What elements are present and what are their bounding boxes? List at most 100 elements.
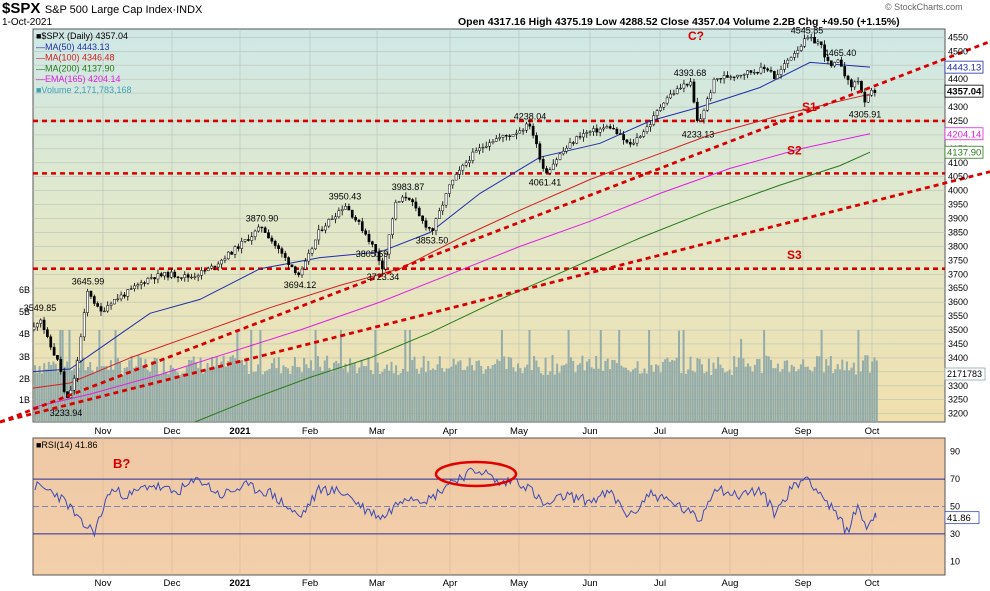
price-candle-body: [213, 265, 217, 268]
price-candle-body: [374, 244, 378, 253]
rsi-title: ■RSI(14) 41.86: [36, 440, 97, 450]
ma200-line: [194, 151, 871, 422]
price-candle-body: [290, 264, 294, 268]
price-candle-body: [267, 232, 270, 239]
volume-bar: [827, 365, 830, 422]
price-candle-body: [387, 234, 391, 255]
volume-bar: [726, 371, 729, 422]
volume-bar: [565, 363, 568, 422]
volume-bar: [399, 373, 402, 422]
volume-bar: [310, 360, 312, 422]
volume-bar: [222, 355, 225, 422]
volume-bar: [158, 374, 161, 422]
volume-bar: [563, 365, 565, 422]
price-candle-body: [116, 298, 120, 300]
price-candle-body: [42, 319, 46, 330]
price-candle-body: [149, 277, 153, 279]
volume-bar: [121, 374, 124, 422]
volume-bar: [530, 370, 533, 422]
price-candle-body: [863, 91, 867, 103]
volume-bar: [813, 366, 816, 422]
volume-bar: [503, 356, 506, 422]
volume-bar: [153, 357, 156, 422]
price-candle-body: [572, 142, 575, 144]
price-candle-body: [183, 274, 187, 278]
volume-bar: [611, 359, 614, 422]
volume-bar: [360, 359, 363, 422]
price-candle-body: [233, 246, 237, 255]
price-candle-body: [196, 275, 200, 278]
volume-bar: [767, 356, 770, 422]
price-candle-body: [625, 139, 629, 143]
volume-bar: [862, 360, 864, 422]
volume-bar: [356, 373, 358, 422]
price-candle-body: [354, 217, 357, 221]
price-x-label: Dec: [164, 426, 181, 437]
volume-bar: [487, 365, 490, 422]
volume-bar: [443, 372, 446, 422]
volume-bar: [848, 370, 851, 422]
price-candle-body: [819, 41, 823, 46]
price-candle-body: [826, 56, 830, 61]
volume-bar: [250, 330, 253, 422]
volume-bar: [254, 371, 257, 422]
volume-bar: [740, 338, 743, 422]
price-candle-body: [226, 251, 230, 260]
price-candle-body: [434, 218, 438, 231]
volume-bar: [450, 366, 453, 422]
price-candle-body: [840, 59, 843, 67]
price-candle-body: [484, 146, 488, 148]
volume-bar: [678, 330, 680, 422]
volume-bar: [753, 364, 756, 422]
volume-bar: [119, 362, 122, 422]
value-box-label: 4137.90: [947, 148, 981, 159]
volume-bar: [231, 355, 234, 422]
volume-bar: [183, 372, 186, 422]
rsi-x-label: Oct: [865, 578, 880, 589]
volume-bar: [682, 330, 685, 422]
volume-bar: [261, 374, 264, 422]
volume-bar: [625, 367, 628, 422]
volume-bar: [300, 372, 303, 422]
volume-bar: [353, 362, 356, 422]
price-candle-body: [796, 50, 800, 54]
price-candle-body: [481, 146, 485, 149]
index-name: S&P 500 Large Cap Index: [44, 4, 173, 16]
price-candle-body: [829, 60, 833, 67]
price-candle-body: [371, 241, 374, 245]
volume-bar: [721, 367, 724, 422]
price-annotation: 3853.50: [416, 235, 449, 245]
volume-bar: [864, 355, 867, 422]
wave-label: S3: [787, 248, 802, 262]
volume-bar: [666, 357, 669, 422]
rsi-x-label: Sep: [795, 578, 812, 589]
volume-bar: [533, 356, 536, 422]
volume-bar: [712, 362, 715, 422]
volume-bar: [415, 368, 418, 422]
price-candle-body: [109, 303, 113, 306]
volume-bar: [549, 371, 552, 422]
volume-bar: [367, 357, 370, 422]
volume-bar: [408, 330, 411, 422]
volume-bar: [788, 372, 791, 422]
volume-bar: [201, 373, 204, 422]
rsi-tick-label: 50: [950, 502, 960, 512]
price-tick-label: 3750: [948, 255, 968, 265]
price-candle-body: [360, 221, 364, 232]
rsi-x-label: Mar: [369, 578, 385, 589]
price-candle-body: [46, 329, 49, 338]
price-candle-body: [347, 206, 351, 211]
volume-bar: [795, 371, 798, 422]
volume-bar: [431, 368, 434, 422]
volume-bar: [289, 373, 292, 422]
volume-bar: [866, 355, 869, 422]
volume-bar: [586, 361, 588, 422]
volume-bar: [385, 364, 388, 422]
price-candle-body: [732, 76, 736, 78]
price-candle-body: [72, 377, 76, 391]
volume-bar: [671, 359, 674, 422]
volume-bar: [691, 370, 694, 422]
volume-bar: [307, 368, 310, 422]
price-candle-body: [414, 201, 418, 209]
price-candle-body: [464, 162, 468, 166]
